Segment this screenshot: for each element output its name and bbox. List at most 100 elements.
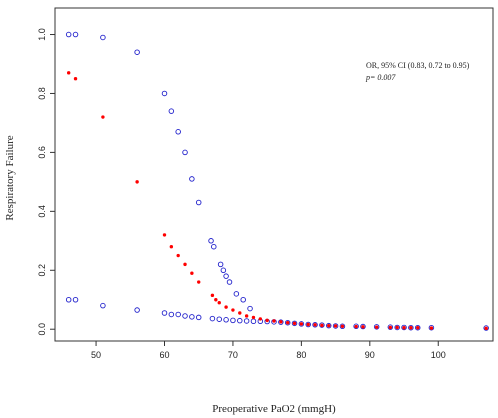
open-circle-point bbox=[168, 108, 175, 114]
filled-point bbox=[265, 318, 269, 323]
filled-point bbox=[285, 321, 290, 325]
filled-point bbox=[214, 298, 218, 302]
open-circle-point bbox=[195, 199, 202, 206]
open-circle-point bbox=[319, 322, 325, 328]
open-circle-point bbox=[182, 313, 188, 319]
filled-point bbox=[416, 326, 420, 330]
open-circle-point bbox=[332, 323, 339, 329]
open-circle-point bbox=[217, 261, 224, 268]
filled-point bbox=[272, 319, 276, 323]
open-circle-point bbox=[161, 310, 168, 316]
filled-point bbox=[409, 326, 413, 330]
open-circle-point bbox=[211, 243, 217, 250]
filled-point bbox=[374, 325, 379, 329]
open-circle-point bbox=[189, 314, 195, 320]
open-circle-point bbox=[65, 296, 72, 303]
x-tick-label: 100 bbox=[431, 350, 446, 360]
open-circle-point bbox=[428, 324, 435, 331]
annotation-p-value: p= 0.007 bbox=[365, 73, 396, 82]
filled-point bbox=[251, 315, 256, 320]
x-axis: 50 60 70 80 90 100 bbox=[91, 341, 446, 360]
open-circle-point bbox=[278, 319, 284, 325]
open-circle-point bbox=[72, 31, 79, 38]
filled-point bbox=[361, 325, 365, 329]
filled-point bbox=[292, 321, 297, 326]
open-circle-point bbox=[175, 311, 181, 318]
open-circle-point bbox=[247, 305, 253, 312]
y-axis: 0.0 0.2 0.4 0.6 0.8 1.0 bbox=[37, 28, 55, 335]
plot-frame bbox=[54, 7, 494, 342]
x-tick-label: 70 bbox=[228, 350, 238, 360]
filled-point bbox=[238, 311, 242, 315]
filled-point bbox=[395, 325, 399, 330]
y-tick-label: 1.0 bbox=[37, 28, 47, 41]
open-circle-point bbox=[291, 320, 298, 327]
filled-point bbox=[101, 115, 105, 119]
y-tick-label: 0.4 bbox=[37, 205, 47, 218]
x-tick-label: 80 bbox=[296, 350, 306, 360]
filled-point bbox=[197, 280, 201, 284]
y-axis-title: Respiratory Failure bbox=[4, 135, 16, 220]
open-circle-point bbox=[223, 317, 229, 323]
open-circle-point bbox=[230, 317, 236, 324]
open-circle-point bbox=[387, 324, 394, 330]
filled-point bbox=[429, 326, 434, 330]
open-circle-point bbox=[134, 307, 140, 313]
open-circle-point bbox=[360, 323, 366, 330]
open-circle-point bbox=[72, 296, 79, 303]
open-circle-point bbox=[226, 279, 233, 285]
x-axis-title: Preoperative PaO2 (mmgH) bbox=[212, 403, 336, 415]
x-tick-label: 90 bbox=[365, 350, 375, 360]
filled-point bbox=[135, 180, 139, 184]
x-tick-label: 50 bbox=[91, 350, 101, 360]
open-circle-point bbox=[305, 321, 311, 328]
filled-point bbox=[258, 317, 263, 321]
data-points bbox=[65, 31, 489, 331]
filled-point bbox=[402, 326, 406, 330]
filled-point bbox=[66, 71, 71, 75]
open-circle-point bbox=[394, 324, 400, 331]
open-circle-point bbox=[100, 34, 106, 41]
open-circle-point bbox=[240, 296, 246, 303]
filled-point bbox=[169, 244, 174, 249]
filled-point bbox=[244, 314, 249, 318]
open-circle-point bbox=[209, 315, 216, 322]
open-circle-point bbox=[223, 273, 229, 279]
filled-point bbox=[306, 322, 310, 327]
filled-point bbox=[327, 323, 331, 328]
open-circle-point bbox=[195, 314, 202, 321]
filled-point bbox=[231, 308, 235, 312]
open-circle-point bbox=[168, 311, 175, 318]
filled-point bbox=[176, 253, 180, 258]
open-circle-point bbox=[216, 316, 222, 322]
filled-point bbox=[299, 322, 304, 326]
open-circle-point bbox=[483, 325, 489, 331]
filled-point bbox=[162, 233, 167, 237]
open-circle-point bbox=[237, 317, 243, 324]
filled-point bbox=[388, 325, 393, 330]
filled-point bbox=[354, 324, 358, 329]
open-circle-point bbox=[298, 321, 305, 327]
open-circle-point bbox=[250, 318, 257, 325]
open-circle-point bbox=[189, 176, 195, 182]
filled-point bbox=[333, 324, 338, 328]
open-circle-point bbox=[401, 324, 407, 331]
open-circle-point bbox=[220, 267, 227, 274]
open-circle-point bbox=[243, 318, 250, 324]
open-circle-point bbox=[161, 90, 168, 97]
filled-point bbox=[210, 293, 215, 298]
open-circle-point bbox=[373, 324, 380, 330]
open-circle-point bbox=[233, 291, 240, 297]
y-tick-label: 0.6 bbox=[37, 146, 47, 159]
y-tick-label: 0.0 bbox=[37, 323, 47, 336]
open-circle-point bbox=[65, 31, 72, 38]
open-circle-point bbox=[414, 324, 421, 331]
open-circle-point bbox=[100, 302, 106, 309]
open-circle-point bbox=[353, 323, 359, 330]
filled-point bbox=[320, 323, 324, 328]
open-circle-point bbox=[284, 319, 291, 326]
open-circle-point bbox=[312, 322, 318, 328]
open-circle-point bbox=[134, 49, 140, 55]
filled-point bbox=[190, 271, 194, 275]
